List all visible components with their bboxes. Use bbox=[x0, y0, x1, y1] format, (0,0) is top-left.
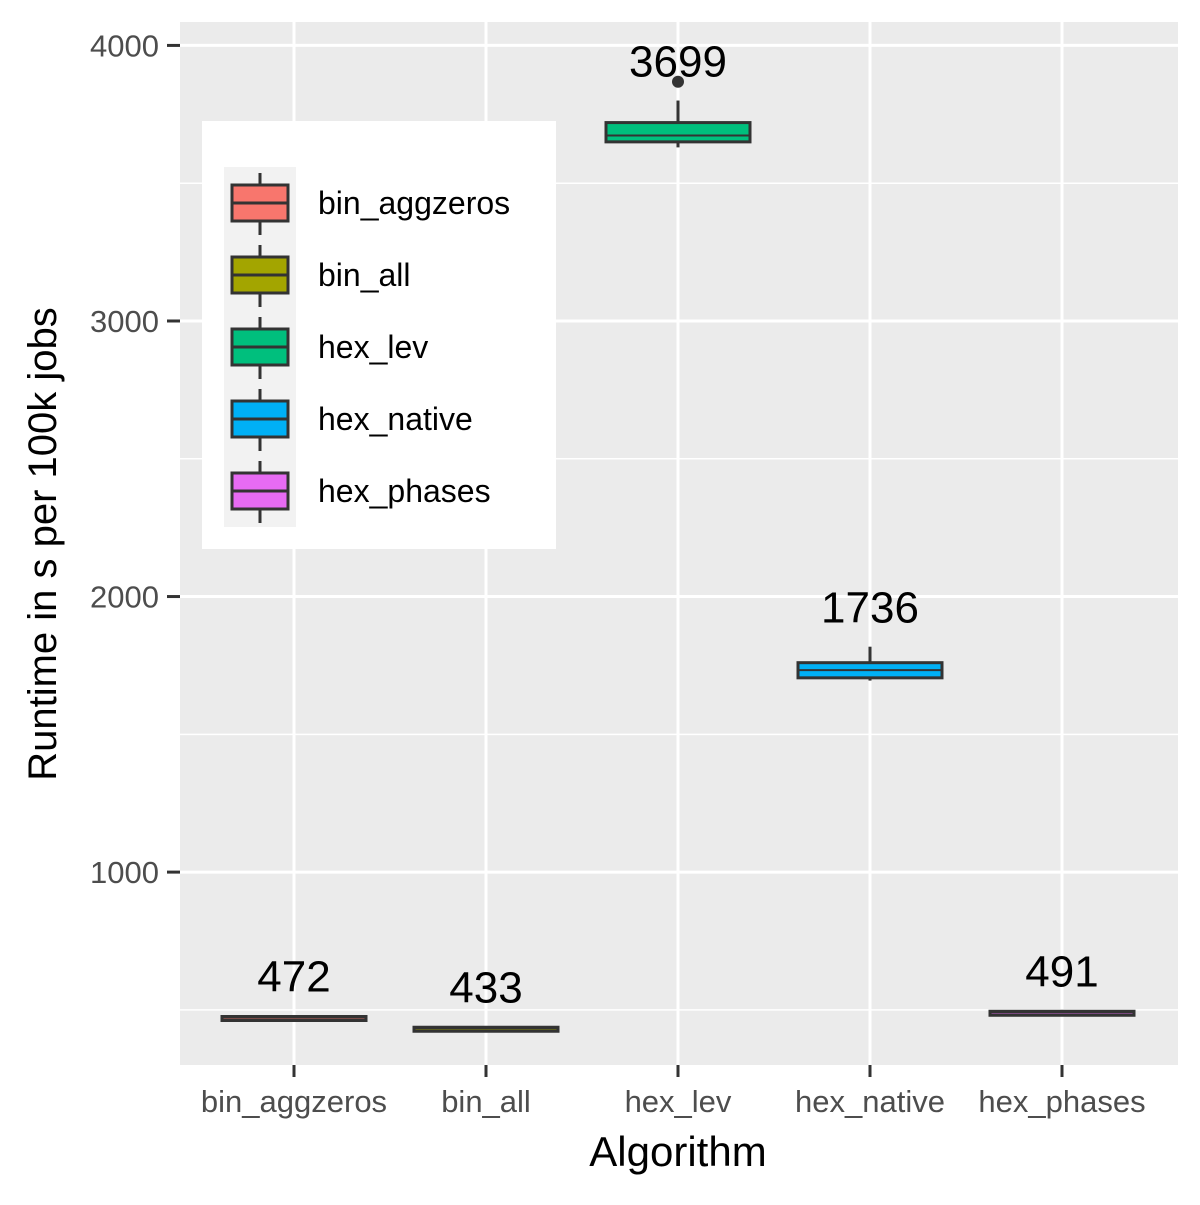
data-label: 491 bbox=[1025, 947, 1098, 996]
legend-item-hex_native: hex_native bbox=[230, 389, 473, 451]
legend-label: hex_phases bbox=[318, 473, 491, 509]
data-labels: 472 433 3699 1736 491 bbox=[257, 38, 1098, 1013]
legend-label: hex_native bbox=[318, 401, 473, 437]
y-tick-label: 3000 bbox=[90, 304, 159, 339]
boxplot-bin_aggzeros bbox=[220, 1015, 368, 1023]
axes: 1000 2000 3000 4000 bin_aggzeros bin_all hex_l… bbox=[90, 28, 1146, 1119]
data-label: 433 bbox=[449, 963, 522, 1012]
boxplot-hex_native bbox=[796, 646, 944, 681]
x-tick-label: hex_native bbox=[795, 1084, 945, 1119]
x-tick-label: bin_aggzeros bbox=[201, 1084, 387, 1119]
legend-item-hex_lev: hex_lev bbox=[230, 317, 428, 379]
legend-item-bin_aggzeros: bin_aggzeros bbox=[230, 173, 510, 235]
x-tick-label: hex_phases bbox=[978, 1084, 1145, 1119]
legend-label: hex_lev bbox=[318, 329, 428, 365]
boxplot-bin_all bbox=[412, 1025, 560, 1033]
legend-item-bin_all: bin_all bbox=[230, 245, 411, 307]
legend-label: bin_all bbox=[318, 257, 411, 293]
boxplot-hex_phases bbox=[988, 1009, 1136, 1017]
y-tick-label: 2000 bbox=[90, 580, 159, 615]
y-tick-label: 1000 bbox=[90, 855, 159, 890]
data-label: 3699 bbox=[629, 38, 727, 87]
data-label: 1736 bbox=[821, 584, 919, 633]
y-tick-label: 4000 bbox=[90, 28, 159, 63]
outlier-point bbox=[672, 75, 684, 88]
legend: bin_aggzeros bin_all hex_lev hex_native hex_… bbox=[202, 121, 556, 549]
legend-label: bin_aggzeros bbox=[318, 185, 510, 221]
x-tick-label: bin_all bbox=[441, 1084, 531, 1119]
y-axis-title: Runtime in s per 100k jobs bbox=[21, 307, 65, 781]
data-label: 472 bbox=[257, 952, 330, 1001]
boxplot-hex_lev bbox=[604, 75, 752, 148]
boxplots bbox=[220, 75, 1136, 1033]
legend-item-hex_phases: hex_phases bbox=[230, 461, 491, 523]
x-tick-label: hex_lev bbox=[625, 1084, 732, 1119]
box bbox=[604, 121, 752, 144]
x-axis-title: Algorithm bbox=[589, 1128, 766, 1175]
